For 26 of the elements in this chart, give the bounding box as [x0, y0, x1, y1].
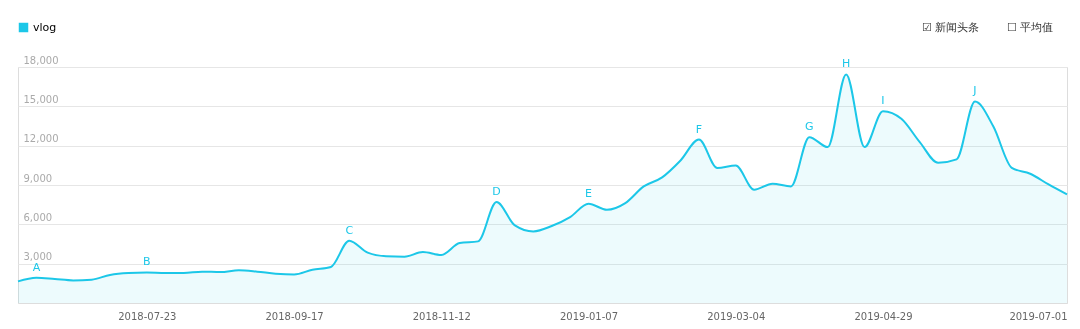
annotation: H — [842, 57, 851, 71]
y-tick-label: 15,000 — [23, 93, 59, 105]
annotation: C — [345, 223, 354, 237]
annotation: B — [143, 255, 151, 269]
annotation: E — [585, 186, 593, 200]
x-tick-label: 2019-03-04 — [707, 310, 766, 322]
text: ☐ 平均值 — [1007, 21, 1054, 34]
y-tick-label: 12,000 — [23, 133, 59, 145]
x-tick-label: 2018-11-12 — [412, 310, 471, 322]
x-tick-label: 2018-09-17 — [265, 310, 324, 322]
x-tick-label: 2019-04-29 — [854, 310, 913, 322]
annotation: D — [492, 185, 501, 199]
annotation: J — [972, 84, 977, 98]
y-tick-label: 18,000 — [23, 54, 59, 66]
x-tick-label: 2018-07-23 — [118, 310, 177, 322]
annotation: G — [805, 120, 814, 134]
annotation: F — [695, 122, 703, 136]
y-tick-label: 9,000 — [23, 172, 53, 184]
y-tick-label: 3,000 — [23, 251, 53, 263]
text: ☑ 新闻头条 — [922, 21, 980, 34]
annotation: I — [881, 94, 885, 108]
y-tick-label: 6,000 — [23, 211, 53, 223]
legend-label: vlog — [33, 20, 57, 34]
annotation: A — [32, 260, 41, 274]
x-tick-label: 2019-01-07 — [559, 310, 619, 322]
x-tick-label: 2019-07-01 — [1009, 310, 1068, 322]
